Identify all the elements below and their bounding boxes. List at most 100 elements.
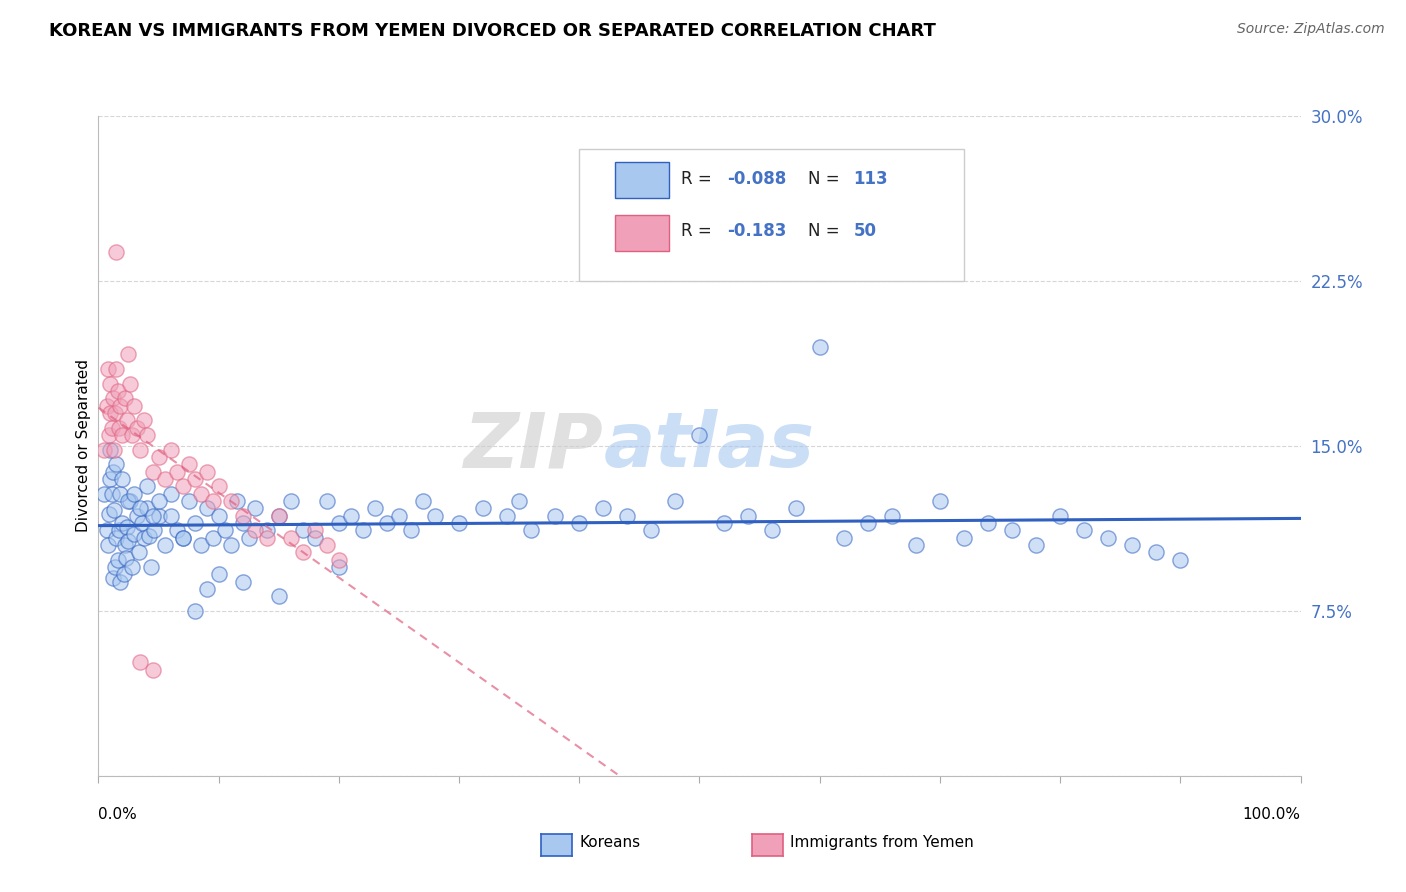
Point [121, 428, 143, 442]
Bar [616, 162, 669, 199]
Point [291, 544, 314, 558]
Point [98, 428, 121, 442]
Point [135, 428, 157, 442]
Point [423, 509, 446, 524]
Point [115, 551, 138, 566]
Point [195, 582, 218, 596]
Point [232, 516, 254, 530]
Point [159, 487, 181, 501]
Point [142, 523, 165, 537]
Point [131, 516, 153, 530]
Point [103, 503, 125, 517]
Point [232, 575, 254, 590]
Point [105, 362, 128, 376]
Point [117, 533, 139, 548]
Point [808, 340, 831, 354]
Point [508, 494, 530, 508]
Point [138, 529, 160, 543]
Text: atlas: atlas [603, 409, 814, 483]
Point [125, 421, 148, 435]
Point [148, 494, 170, 508]
Point [93, 487, 115, 501]
Point [195, 500, 218, 515]
Point [117, 494, 139, 508]
Point [713, 516, 735, 530]
Point [304, 523, 326, 537]
Point [183, 516, 205, 530]
Point [880, 509, 903, 524]
Point [117, 412, 139, 426]
Point [904, 538, 927, 552]
Text: -0.088: -0.088 [727, 169, 786, 187]
Point [352, 523, 374, 537]
Point [105, 245, 128, 260]
Point [1049, 509, 1071, 524]
Point [1121, 538, 1143, 552]
Point [412, 494, 434, 508]
Text: R =: R = [682, 169, 717, 187]
Text: Koreans: Koreans [579, 836, 640, 850]
FancyBboxPatch shape [579, 149, 965, 281]
Text: 100.0%: 100.0% [1243, 807, 1301, 822]
Point [315, 494, 337, 508]
Point [124, 487, 146, 501]
Point [135, 478, 157, 492]
Text: Immigrants from Yemen: Immigrants from Yemen [790, 836, 974, 850]
Point [243, 523, 266, 537]
Point [1025, 538, 1047, 552]
Point [225, 494, 247, 508]
Point [125, 509, 148, 524]
Point [148, 450, 170, 464]
Point [190, 487, 212, 501]
Point [172, 478, 194, 492]
Point [124, 527, 146, 541]
Point [640, 523, 662, 537]
Point [256, 532, 278, 546]
Point [153, 538, 176, 552]
Point [592, 500, 614, 515]
Point [243, 500, 266, 515]
Text: ZIP: ZIP [464, 409, 603, 483]
Point [166, 523, 188, 537]
Point [93, 443, 115, 458]
Point [304, 532, 326, 546]
Point [183, 604, 205, 618]
Point [112, 566, 135, 581]
Text: R =: R = [682, 222, 717, 241]
Point [208, 566, 231, 581]
Point [166, 466, 188, 480]
Point [177, 494, 200, 508]
Point [132, 412, 155, 426]
Text: N =: N = [807, 222, 845, 241]
Point [856, 516, 879, 530]
Point [737, 509, 759, 524]
Point [117, 346, 139, 360]
Point [100, 421, 122, 435]
Point [520, 523, 543, 537]
Point [101, 466, 124, 480]
Point [101, 571, 124, 585]
Point [177, 457, 200, 471]
Point [977, 516, 1000, 530]
Point [664, 494, 686, 508]
Point [96, 523, 118, 537]
Point [219, 494, 242, 508]
Point [568, 516, 591, 530]
Point [267, 509, 290, 524]
Point [124, 400, 146, 414]
Point [141, 466, 163, 480]
Text: 113: 113 [853, 169, 889, 187]
Point [183, 472, 205, 486]
Point [148, 509, 170, 524]
Point [129, 443, 152, 458]
Point [496, 509, 519, 524]
Point [208, 478, 231, 492]
Y-axis label: Divorced or Separated: Divorced or Separated [76, 359, 91, 533]
Text: KOREAN VS IMMIGRANTS FROM YEMEN DIVORCED OR SEPARATED CORRELATION CHART: KOREAN VS IMMIGRANTS FROM YEMEN DIVORCED… [49, 22, 936, 40]
Point [129, 500, 152, 515]
Point [111, 472, 134, 486]
Point [616, 509, 638, 524]
Point [953, 532, 976, 546]
Point [1073, 523, 1095, 537]
Point [1144, 544, 1167, 558]
